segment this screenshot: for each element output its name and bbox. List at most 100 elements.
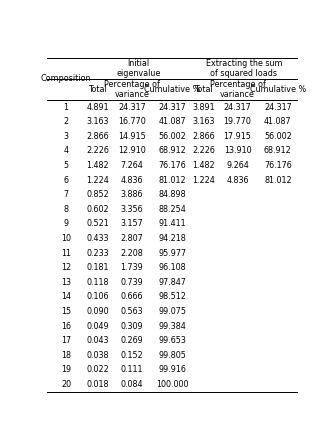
Text: Total: Total — [88, 85, 107, 94]
Text: 0.111: 0.111 — [121, 365, 143, 374]
Text: Total: Total — [194, 85, 213, 94]
Text: 41.087: 41.087 — [264, 117, 292, 126]
Text: 9.264: 9.264 — [226, 161, 249, 170]
Text: 5: 5 — [64, 161, 69, 170]
Text: 20: 20 — [61, 380, 71, 389]
Text: 99.805: 99.805 — [158, 351, 186, 360]
Text: 17: 17 — [61, 336, 71, 345]
Text: 0.852: 0.852 — [86, 190, 109, 199]
Text: 16.770: 16.770 — [118, 117, 146, 126]
Text: 0.152: 0.152 — [120, 351, 143, 360]
Text: 98.512: 98.512 — [158, 292, 186, 301]
Text: 0.049: 0.049 — [87, 321, 109, 331]
Text: 3.163: 3.163 — [192, 117, 215, 126]
Text: 1.224: 1.224 — [192, 175, 215, 185]
Text: 4.836: 4.836 — [226, 175, 249, 185]
Text: 9: 9 — [64, 219, 69, 229]
Text: 68.912: 68.912 — [264, 146, 292, 156]
Text: 13: 13 — [61, 278, 71, 287]
Text: 3.163: 3.163 — [87, 117, 109, 126]
Text: 94.218: 94.218 — [158, 234, 186, 243]
Text: 0.084: 0.084 — [121, 380, 143, 389]
Text: 0.739: 0.739 — [120, 278, 143, 287]
Text: 19: 19 — [61, 365, 71, 374]
Text: 99.075: 99.075 — [158, 307, 186, 316]
Text: 17.915: 17.915 — [224, 132, 252, 141]
Text: 0.269: 0.269 — [120, 336, 143, 345]
Text: 1.482: 1.482 — [192, 161, 215, 170]
Text: 0.433: 0.433 — [87, 234, 109, 243]
Text: 0.090: 0.090 — [87, 307, 109, 316]
Text: 0.038: 0.038 — [87, 351, 109, 360]
Text: 3: 3 — [64, 132, 69, 141]
Text: 13.910: 13.910 — [224, 146, 251, 156]
Text: 24.317: 24.317 — [264, 103, 292, 112]
Text: 4: 4 — [64, 146, 69, 156]
Text: 12: 12 — [61, 263, 71, 272]
Text: 56.002: 56.002 — [264, 132, 292, 141]
Text: 81.012: 81.012 — [264, 175, 292, 185]
Text: 2: 2 — [64, 117, 69, 126]
Text: 19.770: 19.770 — [224, 117, 252, 126]
Text: Initial
eigenvalue: Initial eigenvalue — [116, 59, 161, 78]
Text: 0.309: 0.309 — [120, 321, 143, 331]
Text: 2.866: 2.866 — [192, 132, 215, 141]
Text: 0.018: 0.018 — [87, 380, 109, 389]
Text: 3.356: 3.356 — [120, 205, 143, 214]
Text: 3.157: 3.157 — [120, 219, 143, 229]
Text: 7: 7 — [64, 190, 69, 199]
Text: 99.653: 99.653 — [158, 336, 186, 345]
Text: 3.891: 3.891 — [192, 103, 215, 112]
Text: Extracting the sum
of squared loads: Extracting the sum of squared loads — [206, 59, 282, 78]
Text: 0.666: 0.666 — [121, 292, 143, 301]
Text: 76.176: 76.176 — [264, 161, 292, 170]
Text: 4.836: 4.836 — [121, 175, 143, 185]
Text: 88.254: 88.254 — [158, 205, 186, 214]
Text: 1.739: 1.739 — [120, 263, 143, 272]
Text: 2.226: 2.226 — [86, 146, 109, 156]
Text: 0.181: 0.181 — [87, 263, 109, 272]
Text: Cumulative %: Cumulative % — [144, 85, 200, 94]
Text: 6: 6 — [64, 175, 69, 185]
Text: 4.891: 4.891 — [87, 103, 109, 112]
Text: 81.012: 81.012 — [159, 175, 186, 185]
Text: 15: 15 — [61, 307, 71, 316]
Text: 10: 10 — [61, 234, 71, 243]
Text: 0.233: 0.233 — [87, 248, 109, 258]
Text: 2.866: 2.866 — [87, 132, 109, 141]
Text: 0.602: 0.602 — [87, 205, 109, 214]
Text: 3.886: 3.886 — [121, 190, 143, 199]
Text: Percentage of
variance: Percentage of variance — [104, 80, 160, 99]
Text: 0.118: 0.118 — [87, 278, 109, 287]
Text: 1: 1 — [64, 103, 69, 112]
Text: 0.563: 0.563 — [120, 307, 143, 316]
Text: 14.915: 14.915 — [118, 132, 146, 141]
Text: 84.898: 84.898 — [159, 190, 186, 199]
Text: 2.226: 2.226 — [192, 146, 215, 156]
Text: Cumulative %: Cumulative % — [250, 85, 306, 94]
Text: 68.912: 68.912 — [158, 146, 186, 156]
Text: 0.106: 0.106 — [87, 292, 109, 301]
Text: 1.224: 1.224 — [86, 175, 109, 185]
Text: 7.264: 7.264 — [120, 161, 143, 170]
Text: 76.176: 76.176 — [158, 161, 186, 170]
Text: 8: 8 — [64, 205, 69, 214]
Text: 14: 14 — [61, 292, 71, 301]
Text: 41.087: 41.087 — [159, 117, 186, 126]
Text: 2.807: 2.807 — [120, 234, 143, 243]
Text: 24.317: 24.317 — [224, 103, 252, 112]
Text: 11: 11 — [61, 248, 71, 258]
Text: 24.317: 24.317 — [158, 103, 186, 112]
Text: 12.910: 12.910 — [118, 146, 146, 156]
Text: 1.482: 1.482 — [87, 161, 109, 170]
Text: 100.000: 100.000 — [156, 380, 189, 389]
Text: 24.317: 24.317 — [118, 103, 146, 112]
Text: 91.411: 91.411 — [159, 219, 186, 229]
Text: 97.847: 97.847 — [158, 278, 186, 287]
Text: 18: 18 — [61, 351, 71, 360]
Text: 99.384: 99.384 — [158, 321, 186, 331]
Text: 16: 16 — [61, 321, 71, 331]
Text: Composition: Composition — [41, 75, 91, 84]
Text: Percentage of
variance: Percentage of variance — [210, 80, 265, 99]
Text: 2.208: 2.208 — [120, 248, 143, 258]
